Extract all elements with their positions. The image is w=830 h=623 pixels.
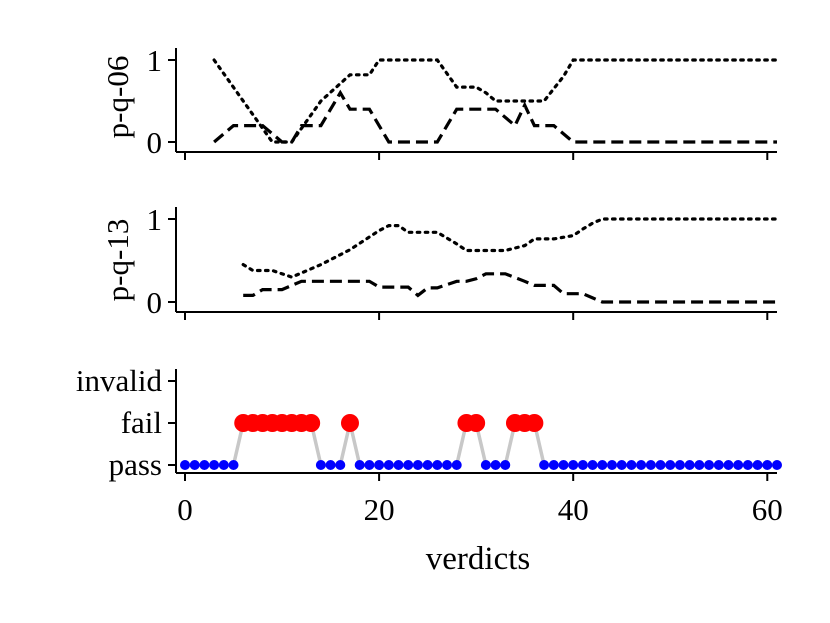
verdict-point-fail xyxy=(340,414,359,432)
verdict-point-pass xyxy=(335,460,346,470)
verdict-point-pass xyxy=(180,460,190,470)
verdict-point-pass xyxy=(393,460,404,470)
verdict-point-pass xyxy=(597,460,608,470)
verdict-point-pass xyxy=(315,460,326,470)
x-tick-label: 20 xyxy=(364,492,395,527)
verdict-point-pass xyxy=(577,460,588,470)
verdict-point-pass xyxy=(772,460,782,470)
verdict-point-pass xyxy=(539,460,550,470)
verdict-point-fail xyxy=(525,414,544,432)
verdict-point-pass xyxy=(432,460,443,470)
verdict-point-pass xyxy=(354,460,365,470)
x-tick-label: 0 xyxy=(177,492,193,527)
verdict-point-pass xyxy=(742,460,753,470)
verdict-point-pass xyxy=(694,460,705,470)
verdict-point-pass xyxy=(199,460,210,470)
x-tick-label: 40 xyxy=(558,492,589,527)
verdict-point-pass xyxy=(704,460,715,470)
verdict-point-pass xyxy=(218,460,229,470)
y-tick-label: 1 xyxy=(147,43,163,78)
verdict-point-pass xyxy=(451,460,462,470)
verdict-point-pass xyxy=(762,460,773,470)
verdict-point-pass xyxy=(374,460,385,470)
verdict-point-pass xyxy=(558,460,569,470)
verdict-point-fail xyxy=(302,414,321,432)
y-axis-label: p-q-06 xyxy=(100,56,135,139)
verdict-point-pass xyxy=(412,460,423,470)
verdict-point-pass xyxy=(636,460,647,470)
category-label-fail: fail xyxy=(121,405,162,440)
verdict-point-pass xyxy=(383,460,394,470)
verdict-point-pass xyxy=(723,460,734,470)
verdict-point-pass xyxy=(655,460,666,470)
verdict-point-pass xyxy=(422,460,433,470)
verdict-point-pass xyxy=(733,460,744,470)
verdict-point-pass xyxy=(500,460,511,470)
category-label-invalid: invalid xyxy=(76,363,163,398)
verdict-point-pass xyxy=(490,460,501,470)
panel-p-q-06: 0 1 p-q-06 xyxy=(100,43,779,160)
verdict-point-pass xyxy=(442,460,453,470)
verdict-point-pass xyxy=(209,460,220,470)
verdict-point-pass xyxy=(752,460,763,470)
y-tick-label: 0 xyxy=(147,285,163,320)
verdict-point-pass xyxy=(713,460,724,470)
verdict-point-fail xyxy=(467,414,486,432)
verdict-point-pass xyxy=(626,460,637,470)
x-axis-label: verdicts xyxy=(426,541,530,577)
x-tick-label: 60 xyxy=(752,492,783,527)
verdict-point-pass xyxy=(548,460,559,470)
y-axis-label: p-q-13 xyxy=(100,219,135,302)
verdict-point-pass xyxy=(645,460,656,470)
verdict-point-pass xyxy=(480,460,491,470)
verdict-point-pass xyxy=(587,460,598,470)
panel-verdicts: pass fail invalid 0 20 40 60 xyxy=(76,363,783,527)
y-tick-label: 0 xyxy=(147,125,163,160)
verdict-point-pass xyxy=(325,460,336,470)
verdict-point-pass xyxy=(607,460,618,470)
category-label-pass: pass xyxy=(109,447,162,482)
verdict-point-pass xyxy=(568,460,579,470)
series-dotted-line xyxy=(241,217,779,279)
verdict-point-pass xyxy=(228,460,239,470)
series-dashed-line xyxy=(243,272,777,304)
series-dotted-line xyxy=(212,58,779,144)
verdict-point-pass xyxy=(189,460,200,470)
verdict-point-pass xyxy=(674,460,685,470)
verdict-point-pass xyxy=(684,460,695,470)
verdict-point-pass xyxy=(616,460,627,470)
y-tick-label: 1 xyxy=(147,202,163,237)
verdict-point-pass xyxy=(403,460,414,470)
panel-p-q-13: 0 1 p-q-13 xyxy=(100,202,779,320)
verdict-point-pass xyxy=(665,460,676,470)
verdict-point-pass xyxy=(364,460,375,470)
